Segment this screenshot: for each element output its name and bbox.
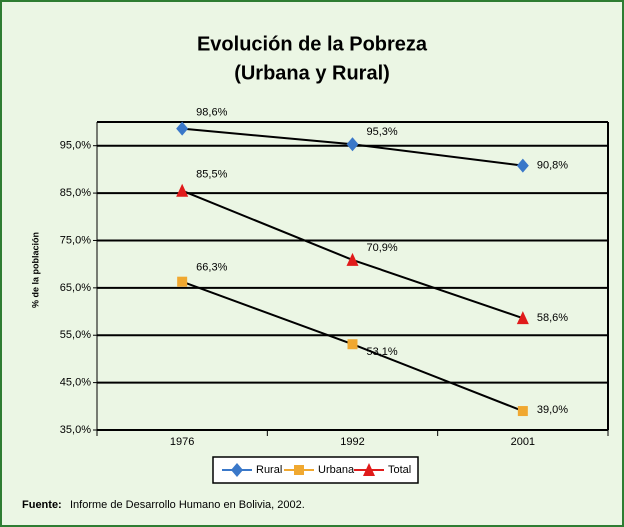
y-tick-label: 35,0% (60, 424, 91, 436)
x-tick-label: 2001 (511, 436, 535, 448)
y-axis-label: % de la población (30, 232, 40, 308)
data-point (516, 311, 529, 325)
legend-label: Rural (256, 464, 282, 476)
data-label: 95,3% (367, 126, 398, 138)
data-label: 90,8% (537, 160, 568, 172)
data-label: 39,0% (537, 404, 568, 416)
y-tick-label: 75,0% (60, 234, 91, 246)
legend-marker (231, 463, 243, 477)
y-tick-label: 45,0% (60, 377, 91, 389)
y-tick-label: 65,0% (60, 282, 91, 294)
data-label: 98,6% (196, 107, 227, 119)
legend-marker (363, 463, 375, 476)
y-tick-label: 55,0% (60, 329, 91, 341)
y-tick-label: 85,0% (60, 187, 91, 199)
data-label: 58,6% (537, 312, 568, 324)
data-label: 70,9% (367, 242, 398, 254)
chart-title: Evolución de la Pobreza (197, 33, 428, 55)
data-point (176, 121, 189, 136)
source: Informe de Desarrollo Humano en Bolivia,… (70, 499, 305, 511)
x-tick-label: 1992 (340, 436, 364, 448)
y-tick-label: 95,0% (60, 140, 91, 152)
data-point (347, 339, 358, 350)
data-label: 85,5% (196, 169, 227, 181)
data-point (346, 252, 359, 266)
legend: Rural Urbana Total (212, 456, 419, 484)
data-point (176, 183, 189, 197)
data-point (516, 158, 529, 173)
legend-marker (294, 465, 304, 475)
data-label: 66,3% (196, 262, 227, 274)
data-label: 53,1% (367, 346, 398, 358)
source-label: Fuente: (22, 499, 62, 511)
data-point (346, 137, 359, 152)
data-point (177, 276, 188, 287)
legend-label: Total (388, 464, 411, 476)
data-point (517, 406, 528, 417)
legend-label: Urbana (318, 464, 355, 476)
chart-subtitle: (Urbana y Rural) (234, 62, 390, 84)
x-tick-label: 1976 (170, 436, 194, 448)
